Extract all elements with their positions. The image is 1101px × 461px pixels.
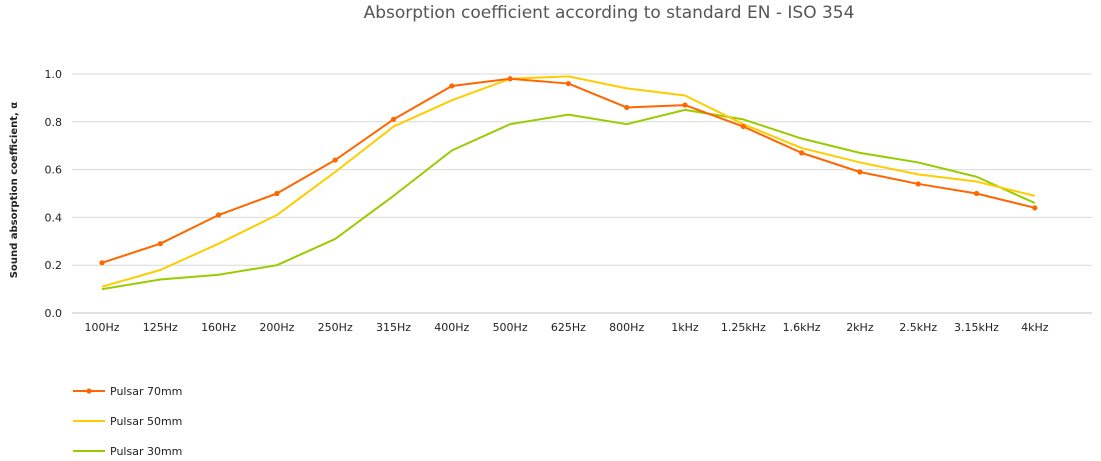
data-point bbox=[973, 190, 980, 197]
y-tick-label: 0.6 bbox=[45, 164, 63, 177]
legend-item[interactable]: Pulsar 30mm bbox=[73, 445, 182, 458]
data-point bbox=[799, 150, 805, 156]
x-tick-label: 250Hz bbox=[318, 321, 353, 334]
data-point bbox=[565, 80, 572, 87]
legend-item[interactable]: Pulsar 50mm bbox=[73, 415, 182, 428]
x-tick-label: 125Hz bbox=[143, 321, 178, 334]
data-point bbox=[1032, 205, 1038, 211]
data-point bbox=[449, 83, 455, 89]
x-tick-label: 160Hz bbox=[201, 321, 236, 334]
legend-label: Pulsar 70mm bbox=[110, 385, 182, 398]
series-lines bbox=[99, 75, 1038, 291]
y-axis-label: Sound absorption coefficient, α bbox=[9, 102, 20, 278]
series-line bbox=[101, 75, 1036, 288]
data-point bbox=[682, 102, 688, 108]
data-point bbox=[274, 190, 280, 197]
data-point bbox=[624, 104, 630, 111]
data-point bbox=[99, 260, 105, 266]
x-tick-label: 3.15kHz bbox=[954, 321, 999, 334]
data-point bbox=[857, 169, 863, 175]
y-tick-labels: 0.0 0.2 0.4 0.6 0.8 1.0 bbox=[45, 68, 63, 320]
x-tick-label: 1kHz bbox=[671, 321, 699, 334]
series-line bbox=[101, 77, 1036, 264]
data-point bbox=[915, 181, 921, 187]
legend-item[interactable]: Pulsar 70mm bbox=[73, 385, 182, 398]
x-tick-label: 400Hz bbox=[434, 321, 469, 334]
y-tick-label: 1.0 bbox=[45, 68, 63, 81]
y-tick-label: 0.4 bbox=[45, 211, 63, 224]
data-point bbox=[332, 157, 338, 163]
x-tick-label: 4kHz bbox=[1021, 321, 1049, 334]
x-tick-labels: 100Hz 125Hz 160Hz 200Hz 250Hz 315Hz 400Hz 500Hz… bbox=[84, 321, 1048, 334]
x-tick-label: 315Hz bbox=[376, 321, 411, 334]
x-tick-label: 1.6kHz bbox=[783, 321, 821, 334]
x-tick-label: 200Hz bbox=[259, 321, 294, 334]
data-point bbox=[740, 123, 746, 130]
data-point bbox=[157, 241, 163, 247]
legend: Pulsar 70mm Pulsar 50mm Pulsar 30mm bbox=[73, 385, 182, 458]
x-tick-label: 1.25kHz bbox=[721, 321, 766, 334]
data-point bbox=[507, 76, 513, 82]
chart-title: Absorption coefficient according to stan… bbox=[364, 3, 855, 23]
legend-label: Pulsar 30mm bbox=[110, 445, 182, 458]
series-line bbox=[101, 108, 1036, 291]
legend-label: Pulsar 50mm bbox=[110, 415, 182, 428]
legend-marker bbox=[86, 388, 92, 394]
x-tick-label: 2kHz bbox=[846, 321, 874, 334]
x-tick-label: 500Hz bbox=[493, 321, 528, 334]
x-tick-label: 625Hz bbox=[551, 321, 586, 334]
y-tick-label: 0.0 bbox=[45, 307, 63, 320]
y-tick-label: 0.8 bbox=[45, 116, 63, 129]
x-tick-label: 2.5kHz bbox=[899, 321, 937, 334]
data-point bbox=[390, 116, 397, 123]
data-point bbox=[216, 212, 222, 218]
y-tick-label: 0.2 bbox=[45, 259, 63, 272]
x-tick-label: 800Hz bbox=[609, 321, 644, 334]
x-tick-label: 100Hz bbox=[84, 321, 119, 334]
grid-lines bbox=[72, 73, 1092, 314]
